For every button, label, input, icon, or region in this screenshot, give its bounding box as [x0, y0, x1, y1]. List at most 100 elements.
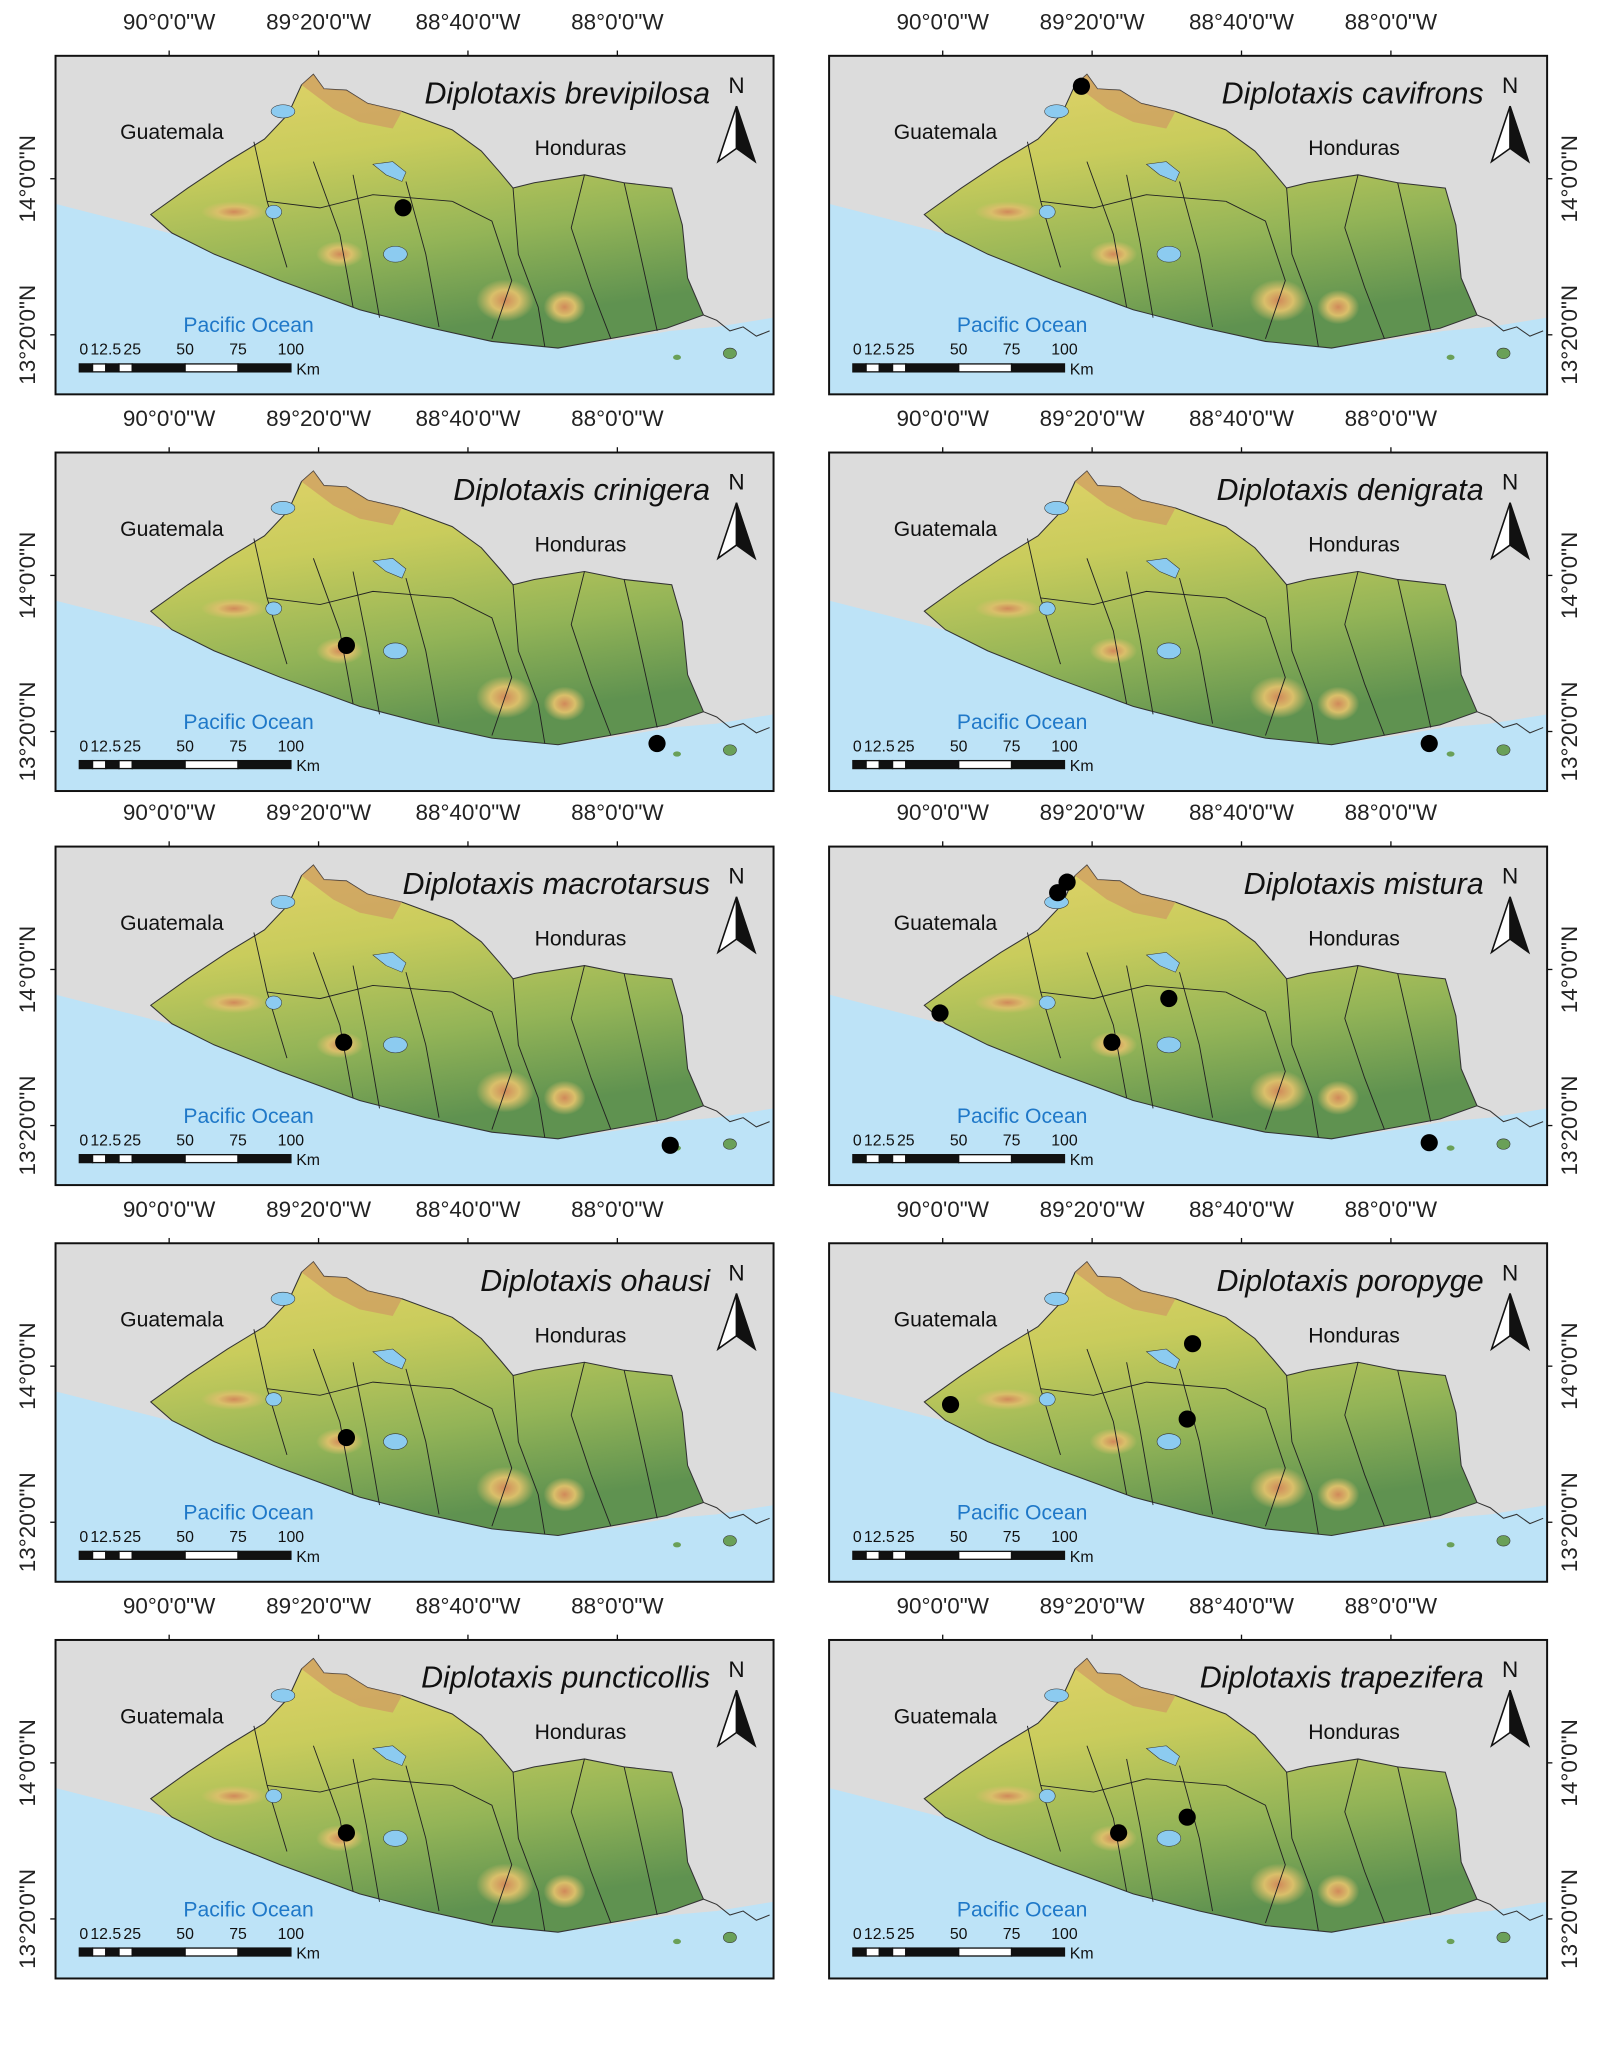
scale-segment: [184, 363, 239, 373]
scale-segment: [118, 363, 133, 373]
country-label: Honduras: [1308, 137, 1400, 160]
frame: [828, 451, 1549, 793]
scale-segment: [1010, 759, 1066, 770]
scale-segment: [852, 1154, 867, 1164]
scale-label: 50: [950, 1926, 968, 1943]
frame: [828, 54, 1549, 396]
scale-label: 25: [123, 738, 141, 755]
lat-tick-label: 13°20'0"N: [15, 1472, 40, 1572]
map-panel: 90°0'0"W 89°20'0"W 88°40'0"W 88°0'0"W 14°0'0…: [828, 9, 1582, 396]
scale-segment: [878, 1154, 894, 1164]
occurrence-point: [1049, 884, 1067, 902]
scale-label: 75: [229, 1926, 247, 1943]
lon-tick-label: 90°0'0"W: [123, 1594, 216, 1619]
frame: [54, 845, 775, 1187]
scale-segment: [105, 1947, 120, 1957]
scale-segment: [1010, 1154, 1066, 1164]
species-title: Diplotaxis puncticollis: [421, 1661, 710, 1695]
scale-label: 25: [897, 1926, 915, 1943]
frame: [828, 845, 1549, 1187]
scale-label: 0: [853, 1926, 862, 1943]
lon-tick-label: 89°20'0"W: [266, 1197, 372, 1222]
country-label: Guatemala: [120, 912, 224, 935]
scale-label: 50: [176, 738, 194, 755]
scale-segment: [131, 759, 186, 770]
scale-unit: Km: [1070, 1549, 1094, 1566]
scale-unit: Km: [1070, 1152, 1094, 1169]
scale-segment: [91, 759, 107, 770]
scale-segment: [237, 1947, 292, 1957]
scale-label: 50: [950, 1132, 968, 1149]
scale-segment: [105, 363, 120, 373]
scale-label: 0: [79, 342, 88, 359]
scale-label: 100: [278, 1132, 305, 1149]
map-panel: 90°0'0"W 89°20'0"W 88°40'0"W 88°0'0"W 14°0'0…: [828, 800, 1582, 1187]
lon-tick-label: 88°40'0"W: [1189, 1197, 1295, 1222]
occurrence-point: [1160, 989, 1178, 1008]
frame: [54, 1638, 775, 1980]
lon-tick-label: 89°20'0"W: [1040, 406, 1146, 431]
country-label: Guatemala: [120, 518, 224, 541]
scale-segment: [105, 759, 120, 770]
country-label: Guatemala: [894, 912, 998, 935]
scale-label: 0: [853, 738, 862, 755]
scale-segment: [878, 759, 894, 770]
scale-segment: [878, 1947, 894, 1957]
species-title: Diplotaxis brevipilosa: [424, 76, 710, 110]
lat-tick-label: 13°20'0"N: [1557, 1869, 1582, 1969]
lat-tick-label: 13°20'0"N: [15, 1869, 40, 1969]
lat-tick-label: 13°20'0"N: [15, 682, 40, 782]
north-arrow: [1509, 1293, 1531, 1352]
occurrence-point: [1072, 77, 1091, 95]
occurrence-point: [337, 1824, 356, 1842]
scale-label: 50: [950, 342, 968, 359]
ocean-label: Pacific Ocean: [957, 1105, 1087, 1128]
north-arrow: [1509, 1689, 1531, 1748]
scale-segment: [958, 1947, 1013, 1957]
lon-tick-label: 90°0'0"W: [123, 406, 216, 431]
scale-segment: [852, 1947, 867, 1957]
occurrence-point: [337, 1428, 356, 1447]
country-label: Guatemala: [894, 518, 998, 541]
scale-label: 25: [123, 1529, 141, 1546]
lat-tick-label: 14°0'0"N: [1557, 1322, 1582, 1409]
north-arrow: [735, 1689, 757, 1748]
scale-segment: [118, 759, 133, 770]
occurrence-point: [335, 1033, 353, 1051]
lon-tick-label: 88°40'0"W: [415, 406, 521, 431]
scale-segment: [78, 1550, 94, 1560]
scale-segment: [184, 759, 239, 770]
scale-segment: [852, 363, 867, 373]
scale-label: 12.5: [864, 1926, 895, 1943]
scale-label: 0: [853, 1529, 862, 1546]
scale-label: 0: [853, 342, 862, 359]
scale-segment: [905, 1550, 960, 1560]
scale-segment: [131, 363, 186, 373]
north-label: N: [1502, 470, 1518, 495]
lon-tick-label: 88°0'0"W: [571, 800, 664, 825]
scale-label: 75: [1003, 738, 1021, 755]
frame: [54, 1242, 775, 1583]
scale-segment: [865, 1947, 880, 1957]
scale-segment: [91, 1154, 107, 1164]
scale-segment: [1010, 1947, 1066, 1957]
country-label: Honduras: [535, 1324, 627, 1347]
frame: [54, 451, 775, 793]
scale-segment: [878, 363, 894, 373]
scale-segment: [1010, 1550, 1066, 1560]
ocean-label: Pacific Ocean: [183, 1898, 313, 1921]
lat-tick-label: 13°20'0"N: [15, 285, 40, 385]
north-label: N: [728, 73, 744, 98]
scale-label: 25: [897, 1132, 915, 1149]
scale-segment: [852, 759, 867, 770]
scale-label: 0: [79, 1132, 88, 1149]
scale-label: 12.5: [864, 738, 895, 755]
north-label: N: [728, 864, 744, 889]
scale-unit: Km: [296, 1549, 320, 1566]
lon-tick-label: 89°20'0"W: [266, 800, 372, 825]
scale-segment: [184, 1947, 239, 1957]
scale-segment: [865, 759, 880, 770]
lon-tick-label: 89°20'0"W: [1040, 9, 1146, 34]
